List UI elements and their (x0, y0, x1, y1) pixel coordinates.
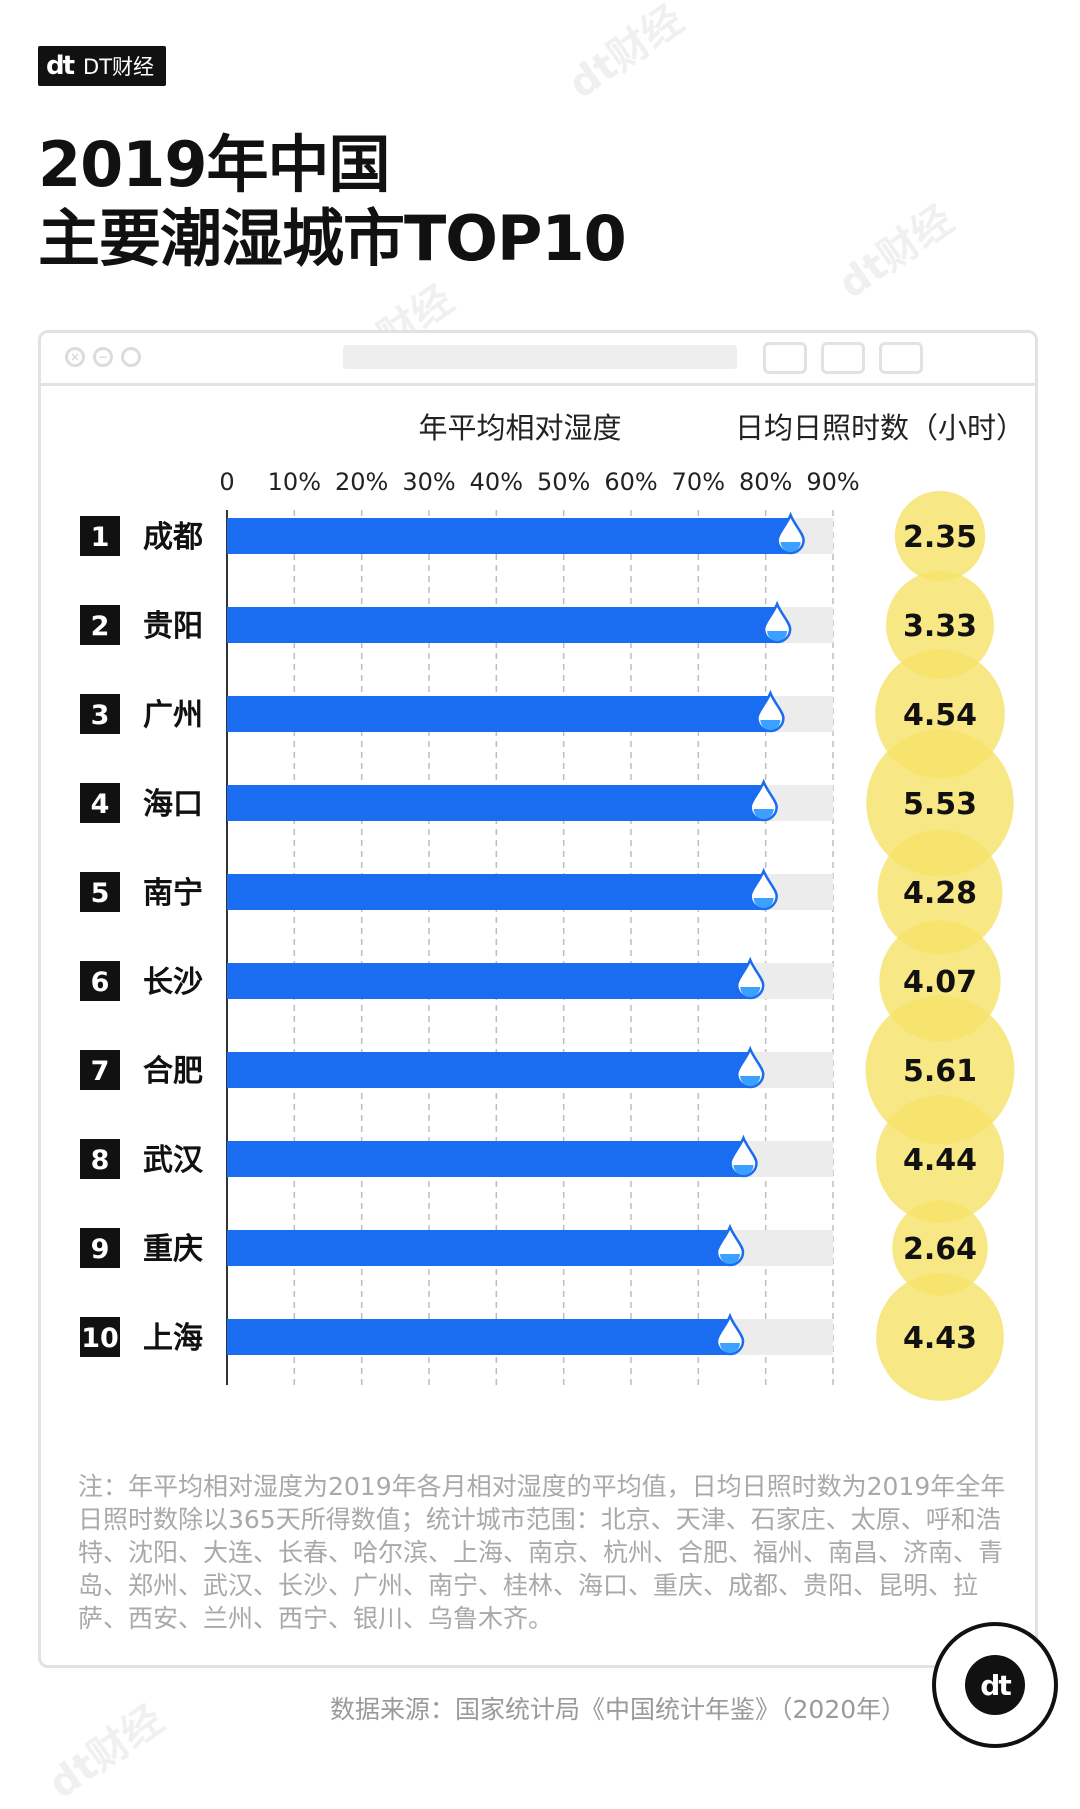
sunshine-circle (876, 1095, 1004, 1223)
x-tick-label: 70% (672, 468, 725, 496)
humidity-bar (227, 1052, 753, 1088)
x-tick-label: 90% (806, 468, 859, 496)
rank-badge (80, 961, 120, 1001)
rank-number: 7 (91, 1056, 110, 1087)
sunshine-circle (894, 490, 986, 582)
sunshine-circle (876, 1273, 1004, 1401)
water-drop-fill (780, 542, 801, 552)
humidity-bar (227, 607, 780, 643)
title-line-2: 主要潮湿城市TOP10 (38, 202, 627, 275)
rank-number: 10 (81, 1323, 119, 1354)
rank-badge (80, 1228, 120, 1268)
category-label: 武汉 (143, 1143, 204, 1178)
rank-number: 1 (91, 522, 110, 553)
sunshine-value-label: 4.44 (903, 1143, 977, 1178)
title-line-1: 2019年中国 (38, 128, 391, 201)
rank-number: 2 (91, 611, 110, 642)
rank-badge (80, 516, 120, 556)
sunshine-circle (866, 729, 1014, 877)
dt-logo-icon: dt (46, 51, 75, 81)
sunshine-circle (892, 1200, 988, 1296)
copy-icon (879, 342, 923, 374)
sunshine-value-label: 4.54 (903, 698, 977, 733)
close-icon: × (65, 347, 85, 367)
x-tick-label: 10% (268, 468, 321, 496)
category-label: 上海 (143, 1321, 203, 1356)
water-drop-fill (760, 720, 781, 730)
data-source: 数据来源：国家统计局《中国统计年鉴》（2020年） (330, 1695, 907, 1724)
maximize-icon (121, 347, 141, 367)
category-label: 广州 (143, 698, 203, 733)
category-label: 重庆 (143, 1232, 203, 1267)
minimize-icon: − (93, 347, 113, 367)
category-label: 贵阳 (143, 609, 203, 644)
address-bar (343, 345, 737, 369)
humidity-bar (227, 518, 793, 554)
category-label: 海口 (143, 787, 203, 822)
sunshine-value-label: 4.43 (903, 1321, 977, 1356)
water-drop-fill (767, 631, 788, 642)
rank-number: 9 (91, 1234, 110, 1265)
rank-badge (80, 1139, 120, 1179)
humidity-bar (227, 696, 773, 732)
humidity-bar (227, 1141, 746, 1177)
rank-badge (80, 1317, 120, 1357)
x-tick-label: 0 (219, 468, 234, 496)
x-tick-label: 40% (470, 468, 523, 496)
category-label: 南宁 (143, 876, 203, 911)
humidity-bar (227, 785, 766, 821)
water-drop-fill (740, 1076, 761, 1086)
water-drop-fill (733, 1165, 754, 1175)
category-label: 成都 (143, 520, 203, 555)
brand-logo: dt DT财经 (38, 46, 167, 86)
rank-badge (80, 783, 120, 823)
sunshine-value-label: 4.07 (903, 965, 977, 1000)
dt-logo-icon: dt (965, 1655, 1025, 1715)
footnote: 注：年平均相对湿度为2019年各月相对湿度的平均值，日均日照时数为2019年全年… (78, 1472, 1006, 1633)
rank-number: 3 (91, 700, 110, 731)
rank-badge (80, 872, 120, 912)
humidity-bar (227, 963, 753, 999)
sunshine-value-label: 4.28 (903, 876, 977, 911)
x-tick-label: 80% (739, 468, 792, 496)
category-label: 合肥 (143, 1054, 203, 1089)
x-tick-label: 50% (537, 468, 590, 496)
window-title-bar: × − (41, 333, 1035, 386)
rank-number: 8 (91, 1145, 110, 1176)
humidity-axis-title: 年平均相对湿度 (418, 411, 621, 445)
sunshine-axis-title: 日均日照时数（小时） (735, 411, 1025, 445)
record-icon (763, 342, 807, 374)
x-tick-label: 20% (335, 468, 388, 496)
category-label: 长沙 (143, 965, 203, 1000)
sunshine-value-label: 2.64 (903, 1232, 977, 1267)
water-drop-fill (720, 1254, 740, 1264)
humidity-bar (227, 1230, 732, 1266)
sunshine-circle (886, 571, 994, 679)
brand-name: DT财经 (83, 55, 155, 79)
rank-number: 5 (91, 878, 110, 909)
x-tick-label: 30% (402, 468, 455, 496)
water-drop-fill (753, 809, 774, 819)
sunshine-circle (877, 829, 1003, 955)
rank-badge (80, 694, 120, 734)
rank-number: 4 (91, 789, 110, 820)
sunshine-value-label: 5.61 (903, 1054, 977, 1089)
sunshine-value-label: 5.53 (903, 787, 977, 822)
sunshine-value-label: 3.33 (903, 609, 977, 644)
water-drop-fill (740, 987, 761, 998)
dt-badge: dt (932, 1622, 1058, 1748)
home-icon (821, 342, 865, 374)
x-tick-label: 60% (604, 468, 657, 496)
page-title: 2019年中国 主要潮湿城市TOP10 (38, 128, 627, 276)
water-drop-fill (753, 898, 774, 908)
water-drop-fill (720, 1343, 740, 1353)
rank-number: 6 (91, 967, 110, 998)
humidity-bar (227, 874, 766, 910)
sunshine-value-label: 2.35 (903, 520, 977, 555)
rank-badge (80, 1050, 120, 1090)
humidity-bar (227, 1319, 732, 1355)
rank-badge (80, 605, 120, 645)
